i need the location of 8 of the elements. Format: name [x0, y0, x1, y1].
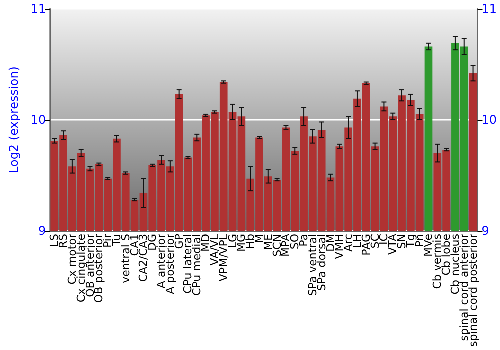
y2-tick-label: 9	[482, 224, 490, 238]
y2-tick-label: 10	[482, 113, 498, 128]
y-tick-label: 9	[38, 224, 46, 238]
y2-tick-label: 11	[482, 2, 498, 16]
y-tick-label: 10	[30, 113, 46, 128]
x-tick-label: OB posterior	[92, 234, 106, 304]
y-tick-label: 11	[30, 2, 46, 16]
y-axis-title: Log2 (expression)	[7, 66, 21, 174]
